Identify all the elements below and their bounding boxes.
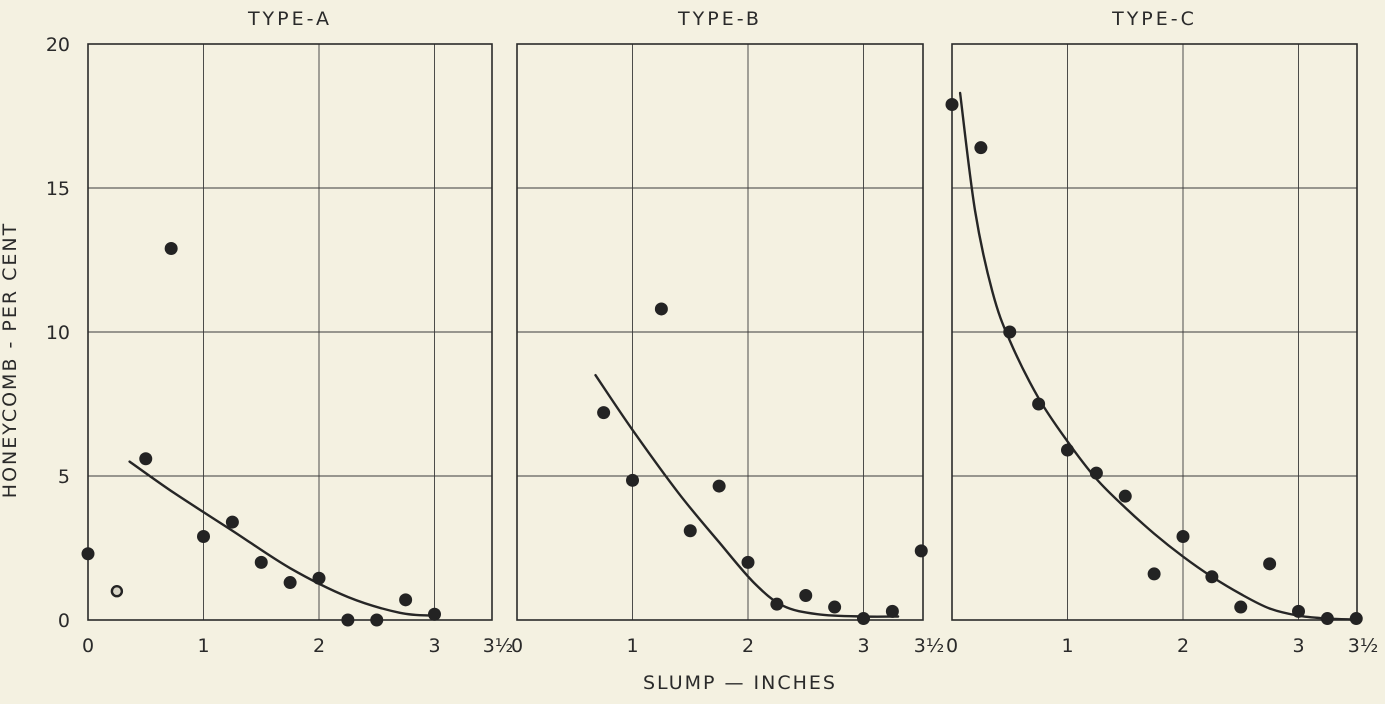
panel-frame [87,43,493,621]
data-point [428,607,441,621]
data-point [254,555,268,569]
data-point [914,544,928,558]
data-point [1003,325,1017,339]
data-point [1089,466,1103,480]
data-point [1032,397,1046,411]
panel-frame [516,43,924,621]
data-point [1118,489,1132,503]
x-tick-label: 1 [1061,635,1073,657]
y-tick-label: 0 [58,610,70,632]
data-point [1205,570,1219,584]
panel-title: TYPE-A [247,8,332,30]
data-point [974,141,988,155]
panel-title: TYPE-B [677,8,762,30]
data-point [654,302,668,316]
data-point [1234,600,1248,614]
x-tick-label: 3½ [914,635,945,657]
y-tick-label: 10 [46,322,70,344]
panel-2: TYPE-B 0 1 2 3 3½ [511,8,944,657]
x-tick-label: 2 [1177,635,1189,657]
x-axis-label: SLUMP — INCHES [643,672,837,694]
data-point [945,97,959,111]
data-point [341,613,355,627]
x-tick-label: 1 [197,635,209,657]
x-tick-label: 3 [857,635,869,657]
data-point [597,406,611,420]
data-point [81,547,95,561]
data-point [110,585,124,598]
data-point [197,529,210,543]
data-point [1292,604,1305,618]
data-point [799,589,813,603]
data-point [164,241,178,255]
data-point [683,524,697,538]
data-point [1349,612,1363,626]
x-tick-label: 0 [946,635,958,657]
x-tick-label: 2 [313,635,325,657]
x-tick-label: 3 [1292,635,1304,657]
data-point [139,452,153,466]
data-point [857,612,870,626]
data-point [1176,529,1190,543]
data-point [828,600,842,614]
x-tick-label: 3½ [1348,635,1379,657]
x-tick-label: 3 [428,635,440,657]
y-tick-label: 15 [46,178,70,200]
x-tick-label: 0 [511,635,523,657]
x-tick-label: 3½ [483,635,514,657]
data-point [283,576,297,590]
data-point [1263,557,1277,571]
panel-1: TYPE-A 0 1 2 3 3½ [81,8,514,657]
trend-curve [128,460,436,617]
data-point [1320,612,1334,626]
data-point [399,593,413,607]
data-point [626,473,639,487]
x-tick-label: 1 [626,635,638,657]
data-point [885,604,899,618]
trend-curve [958,91,1352,621]
y-axis-label: HONEYCOMB - PER CENT [0,222,21,498]
panel-3: TYPE-C 0 1 2 3 3½ [945,8,1379,657]
data-point [770,597,784,611]
y-tick-label: 20 [46,34,70,56]
panel-title: TYPE-C [1111,8,1197,30]
data-point [741,555,755,569]
y-tick-label: 5 [58,466,70,488]
x-tick-label: 0 [82,635,94,657]
data-point [225,515,239,529]
trend-curve [594,374,900,618]
data-point [312,571,326,585]
data-point [1147,567,1161,581]
x-tick-label: 2 [742,635,754,657]
data-point [370,613,384,627]
data-point [712,479,726,493]
panel-frame [951,43,1358,621]
data-point [1061,443,1074,457]
